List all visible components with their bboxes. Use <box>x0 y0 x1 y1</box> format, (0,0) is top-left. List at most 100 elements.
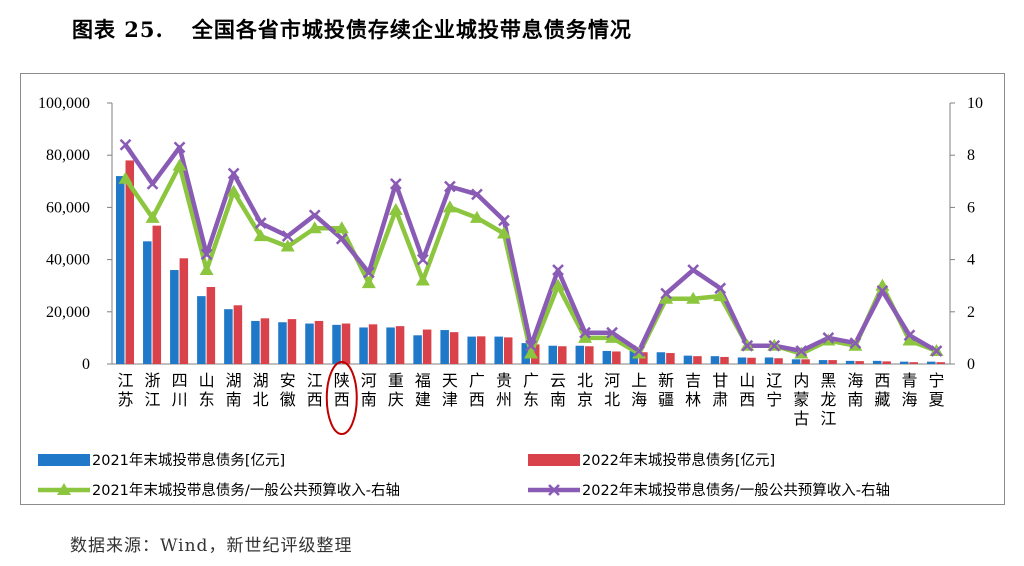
point-2022 <box>876 285 889 297</box>
x-tick-label: 山东 <box>199 371 215 409</box>
point-2021 <box>659 291 674 304</box>
x-tick-label: 陕西 <box>334 371 350 409</box>
bar-2021 <box>386 327 395 364</box>
point-2022 <box>254 217 267 229</box>
x-tick-label: 贵州 <box>496 371 512 409</box>
bar-2021 <box>683 355 693 364</box>
point-2021 <box>442 200 457 213</box>
bar-2022 <box>882 361 891 364</box>
y-right-tick-label: 6 <box>967 199 975 216</box>
point-2021 <box>875 278 890 291</box>
point-2021 <box>605 330 620 343</box>
x-tick-label: 内蒙古 <box>793 371 809 428</box>
point-2022 <box>579 326 591 339</box>
point-2022 <box>795 345 808 357</box>
x-tick-label: 江苏 <box>118 371 134 409</box>
y-left-tick-label: 100,000 <box>38 95 90 112</box>
legend-bar-2021-swatch <box>38 454 90 466</box>
bar-2022 <box>585 346 594 364</box>
point-2022 <box>146 178 159 190</box>
source-note: 数据来源：Wind，新世纪评级整理 <box>70 536 353 556</box>
bar-2022 <box>152 225 162 364</box>
bar-2021 <box>467 336 476 364</box>
bar-2022 <box>260 318 270 364</box>
point-2021 <box>578 330 593 343</box>
figure-number: 图表 25. <box>72 17 164 42</box>
point-2021 <box>713 289 728 302</box>
bar-2021 <box>791 359 801 364</box>
bar-2021 <box>521 343 530 364</box>
point-2022 <box>119 138 132 151</box>
point-2022 <box>903 329 916 342</box>
point-2021 <box>253 229 268 242</box>
bar-2022 <box>287 319 297 364</box>
point-2022 <box>822 332 835 344</box>
bar-2021 <box>737 357 747 364</box>
point-2021 <box>145 210 160 223</box>
figure-title: 图表 25. 全国各省市城投债存续企业城投带息债务情况 <box>72 14 632 44</box>
point-2022 <box>714 282 727 295</box>
y-right-tick-label: 0 <box>967 356 975 373</box>
point-2022 <box>173 141 186 154</box>
bar-2022 <box>395 326 405 364</box>
highlight-circle <box>325 361 358 435</box>
x-tick-label: 河北 <box>604 371 620 409</box>
figure-title-text: 全国各省市城投债存续企业城投带息债务情况 <box>191 17 632 42</box>
bar-2021 <box>845 360 855 364</box>
y-right-tick-label: 2 <box>967 304 975 321</box>
x-tick-label: 重庆 <box>388 371 404 409</box>
point-2021 <box>524 346 538 359</box>
bar-2021 <box>656 352 666 364</box>
point-2022 <box>389 178 402 190</box>
y-right-tick-label: 4 <box>967 252 975 269</box>
point-2021 <box>280 239 295 252</box>
bar-2022 <box>828 360 837 364</box>
y-left-tick-label: 0 <box>82 356 90 373</box>
bar-2022 <box>612 351 621 364</box>
bar-2022 <box>747 357 756 364</box>
bar-2021 <box>440 330 449 364</box>
point-2021 <box>551 278 566 291</box>
bar-2022 <box>720 356 729 364</box>
legend-line-2021-marker <box>57 483 71 495</box>
bar-2021 <box>197 296 206 364</box>
x-tick-label: 四川 <box>172 371 188 409</box>
x-tick-label: 甘肃 <box>712 371 728 409</box>
point-2021 <box>902 333 917 346</box>
bar-2022 <box>368 324 378 364</box>
point-2021 <box>469 210 484 223</box>
point-2022 <box>633 345 646 357</box>
bar-2021 <box>710 356 720 364</box>
bar-2021 <box>926 361 936 364</box>
bar-2022 <box>422 329 432 364</box>
point-2022 <box>606 326 618 339</box>
bar-2022 <box>125 160 135 364</box>
point-2022 <box>335 232 348 245</box>
y-left-tick-label: 60,000 <box>46 199 90 216</box>
point-2021 <box>361 276 376 289</box>
x-tick-label: 青海 <box>901 371 917 409</box>
point-2022 <box>849 337 862 350</box>
point-2021 <box>415 273 430 286</box>
point-2022 <box>416 253 429 266</box>
x-tick-label: 辽宁 <box>766 371 782 409</box>
bar-2022 <box>693 356 702 364</box>
point-2021 <box>226 184 241 197</box>
point-2022 <box>930 345 943 357</box>
point-2021 <box>686 291 701 304</box>
point-2022 <box>768 339 781 352</box>
point-2021 <box>496 226 511 239</box>
bar-2022 <box>206 287 216 364</box>
bar-2021 <box>818 360 828 364</box>
point-2022 <box>525 339 537 352</box>
bar-2021 <box>359 327 368 364</box>
bar-2021 <box>575 345 585 364</box>
y-left-tick-label: 20,000 <box>46 304 90 321</box>
y-right-tick-label: 10 <box>967 95 983 112</box>
point-2021 <box>172 158 187 171</box>
point-2022 <box>444 180 456 193</box>
x-tick-label: 浙江 <box>145 371 161 409</box>
point-2021 <box>199 263 214 276</box>
bar-2022 <box>341 323 351 364</box>
